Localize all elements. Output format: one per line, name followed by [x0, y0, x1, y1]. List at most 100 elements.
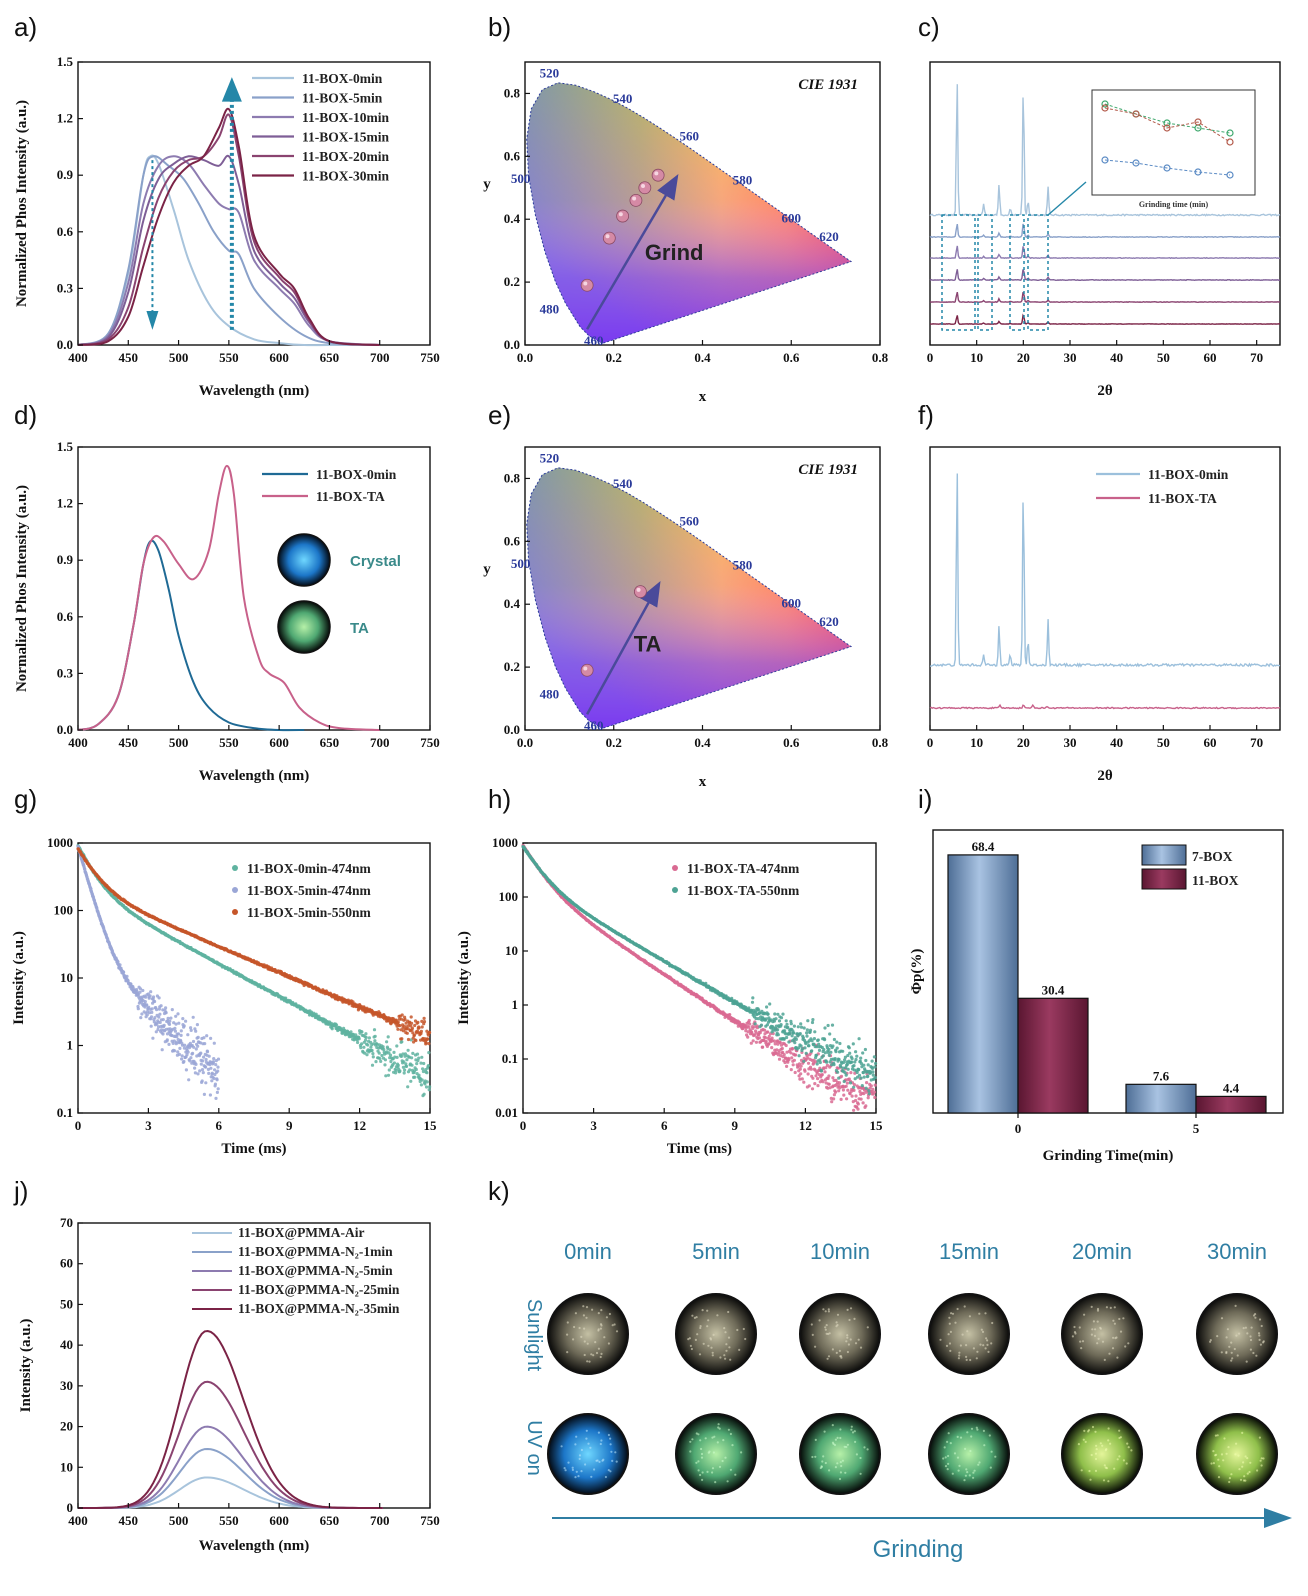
panel-h-point — [776, 1012, 780, 1016]
panel-f-trace-ta — [929, 703, 1281, 710]
panel-j-legend-entry: 11-BOX@PMMA-N₂-35min — [238, 1301, 400, 1316]
panel-b-locus-label: 480 — [540, 302, 560, 317]
k-speckle — [1249, 1335, 1252, 1338]
k-speckle — [1114, 1337, 1117, 1340]
k-speckle — [560, 1445, 563, 1448]
panel-a-ytick-label: 1.2 — [57, 111, 73, 126]
panel-g-point — [367, 1036, 371, 1040]
k-speckle — [716, 1314, 719, 1317]
panel-g-point — [377, 1051, 381, 1055]
panel-b-xtick-label: 0.6 — [783, 350, 800, 365]
panel-b-point-highlight — [583, 281, 588, 286]
k-speckle — [575, 1435, 578, 1438]
panel-g-point — [89, 887, 93, 891]
plot-frame — [77, 61, 431, 346]
panel-h-point — [817, 1048, 822, 1052]
panel-h-ytick-label: 0.1 — [502, 1051, 518, 1066]
panel-g-point — [208, 1093, 212, 1097]
panel-h-point — [799, 1025, 804, 1029]
k-speckle — [711, 1467, 715, 1470]
panel-h-point — [829, 1050, 833, 1054]
panel-g-point — [409, 1024, 413, 1028]
k-speckle — [986, 1339, 989, 1342]
panel-h-point — [845, 1081, 850, 1085]
panel-h-point — [867, 1089, 871, 1093]
panel-h-point — [856, 1107, 860, 1111]
k-speckle — [699, 1325, 702, 1328]
panel-j-ytick-label: 20 — [60, 1419, 73, 1434]
k-speckle — [1216, 1434, 1219, 1437]
k-speckle — [597, 1329, 600, 1332]
k-speckle — [966, 1471, 969, 1474]
panel-g-point — [369, 1045, 373, 1049]
k-speckle — [1243, 1475, 1246, 1478]
k-speckle — [1256, 1469, 1259, 1472]
k-speckle — [574, 1476, 577, 1479]
panel-b-point-highlight — [641, 183, 646, 188]
panel-g-point — [184, 1019, 188, 1023]
panel-g-point — [364, 1032, 368, 1036]
panel-h-point — [815, 1062, 819, 1066]
panel-j-xtick-label: 450 — [119, 1513, 139, 1528]
panel-g-point — [192, 1045, 196, 1049]
k-speckle — [1090, 1453, 1093, 1457]
panel-g-xtick-label: 6 — [216, 1118, 223, 1133]
panel-g-point — [383, 1063, 387, 1067]
panel-g-point — [422, 1092, 426, 1096]
panel-g-point — [394, 1071, 398, 1075]
k-speckle — [1258, 1338, 1261, 1341]
panel-g-point — [171, 1041, 175, 1045]
k-speckle — [985, 1337, 988, 1340]
panel-a-xtick-label: 450 — [119, 350, 139, 365]
k-speckle — [583, 1327, 586, 1330]
panel-f-xtick-label: 30 — [1064, 735, 1077, 750]
panel-g-point — [359, 1046, 363, 1050]
panel-i-xtick-label: 0 — [1015, 1121, 1022, 1136]
k-time-label: 5min — [692, 1239, 740, 1264]
panel-h-point — [792, 1031, 796, 1035]
crystal-photo — [277, 533, 331, 587]
panel-g-point — [164, 1006, 168, 1010]
panel-h-point — [764, 1039, 768, 1043]
panel-h-point — [798, 1067, 802, 1071]
k-speckle — [949, 1349, 952, 1352]
k-speckle — [949, 1442, 952, 1445]
panel-b-point — [629, 193, 643, 207]
bar-11-BOX-5 — [1195, 1095, 1267, 1114]
panel-g-point — [204, 1081, 208, 1085]
panel-h-point — [854, 1094, 858, 1098]
panel-g-point — [188, 1041, 192, 1045]
panel-h-point — [857, 1067, 861, 1072]
panel-f-xtick-label: 60 — [1204, 735, 1217, 750]
panel-a-series-3 — [77, 154, 380, 346]
k-speckle — [946, 1468, 949, 1471]
panel-h-point — [842, 1079, 846, 1084]
panel-g-point — [423, 1082, 427, 1086]
panel-b-xtick-label: 0.4 — [694, 350, 711, 365]
panel-f-xtick-label: 20 — [1017, 735, 1030, 750]
panel-g-ytick-label: 0.1 — [57, 1105, 73, 1120]
panel-g-point — [210, 1071, 214, 1075]
panel-g-point — [201, 1071, 205, 1075]
panel-g-point — [212, 1057, 216, 1061]
panel-h-point — [785, 1022, 789, 1026]
k-speckle — [949, 1330, 953, 1333]
k-speckle — [1235, 1334, 1238, 1337]
k-speckle — [956, 1456, 960, 1459]
panel-i-x-axis-label: Grinding Time(min) — [1043, 1148, 1174, 1164]
k-time-label: 10min — [810, 1239, 870, 1264]
panel-j-xtick-label: 750 — [420, 1513, 440, 1528]
panel-d-xtick-label: 600 — [269, 735, 289, 750]
panel-g-point — [417, 1026, 421, 1030]
panel-h-point — [854, 1057, 858, 1062]
panel-g-point — [215, 1090, 219, 1094]
panel-g-point — [403, 1052, 407, 1056]
panel-h-point — [766, 1030, 770, 1034]
panel-a-legend-entry: 11-BOX-10min — [302, 110, 389, 125]
panel-g-point — [404, 1062, 408, 1066]
k-photo-uv — [1196, 1413, 1278, 1495]
panel-g-point — [143, 1000, 147, 1004]
